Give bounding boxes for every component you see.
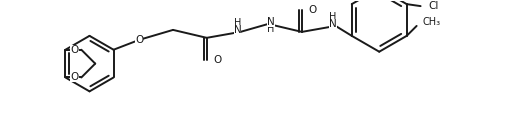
Text: O: O [213, 55, 222, 65]
Text: CH₃: CH₃ [423, 17, 441, 27]
Text: O: O [135, 35, 143, 45]
Text: H: H [234, 18, 241, 28]
Text: N: N [233, 25, 241, 35]
Text: N: N [267, 17, 275, 27]
Text: O: O [70, 72, 79, 82]
Text: O: O [70, 45, 79, 55]
Text: N: N [329, 19, 337, 29]
Text: O: O [309, 5, 317, 15]
Text: H: H [268, 24, 275, 34]
Text: Cl: Cl [428, 1, 439, 11]
Text: H: H [329, 12, 336, 22]
